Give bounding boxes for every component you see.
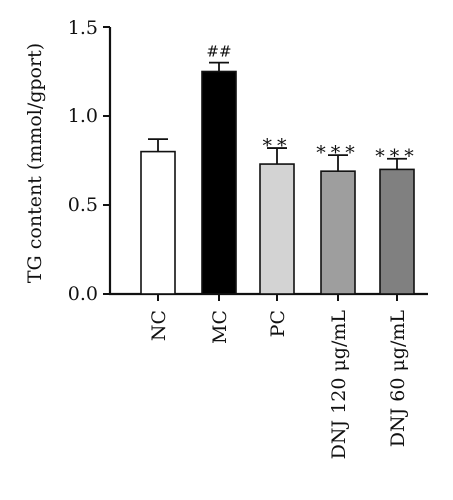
bar-mc (201, 70, 237, 295)
bar-dnj-60-g-ml (379, 168, 415, 295)
bar-pc (259, 163, 295, 295)
y-axis-label: TG content (mmol/gport) (24, 43, 46, 283)
significance-marker: ## (206, 43, 231, 61)
y-tick-label: 1.5 (68, 17, 98, 39)
y-tick-label: 0.0 (68, 283, 98, 305)
x-tick-label: PC (267, 310, 289, 337)
plot-area: NC MC ## PC ** DNJ 120 μg/mL *** DNJ 60 μg/mL **… (103, 26, 428, 460)
significance-marker: *** (316, 142, 360, 164)
y-tick-label: 0.5 (68, 194, 98, 216)
x-tick-label: DNJ 120 μg/mL (328, 310, 350, 460)
y-tick-label: 1.0 (68, 105, 98, 127)
x-tick-label: MC (209, 310, 231, 344)
x-tick-label: DNJ 60 μg/mL (387, 310, 409, 448)
x-tick-label: NC (148, 310, 170, 341)
significance-marker: *** (375, 146, 419, 168)
bar-dnj-120-g-ml (320, 170, 356, 295)
y-ticks: 0.0 0.5 1.0 1.5 (68, 17, 98, 305)
significance-marker: ** (263, 135, 292, 157)
bar-nc (140, 150, 176, 295)
